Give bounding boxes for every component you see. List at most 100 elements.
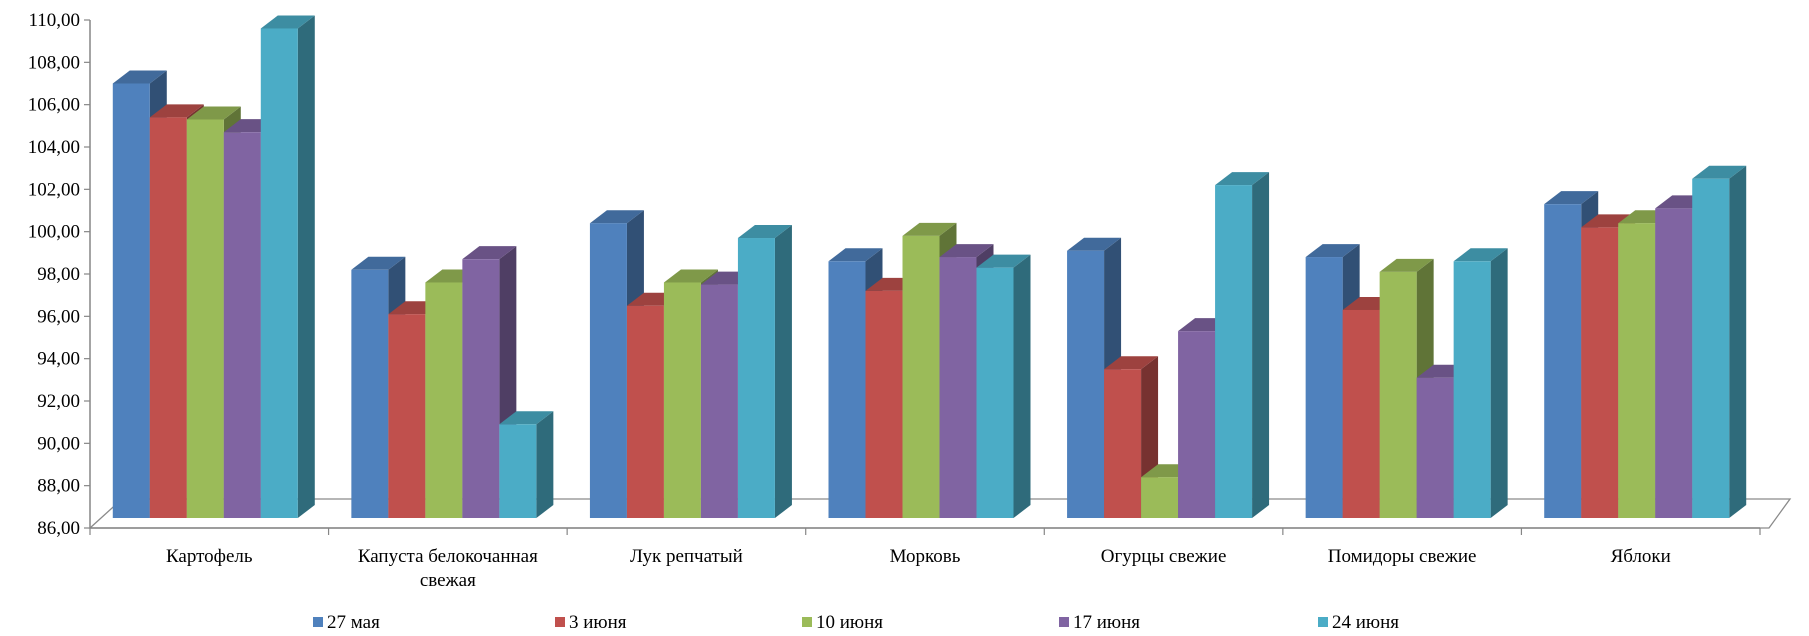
y-tick-label: 104,00	[28, 137, 80, 158]
legend-swatch	[1059, 617, 1069, 627]
bar-front	[939, 257, 977, 518]
x-category-label: Огурцы свежие	[1101, 546, 1227, 567]
bar-top	[663, 269, 718, 283]
y-tick-label: 96,00	[37, 306, 80, 327]
bar-top	[939, 244, 994, 258]
bar-front	[1141, 477, 1179, 518]
bar-side	[1729, 165, 1747, 518]
y-tick-label: 102,00	[28, 179, 80, 200]
bar-top	[828, 248, 883, 262]
bar-front	[626, 305, 664, 518]
x-category-label: Яблоки	[1611, 546, 1671, 567]
bar-side	[1490, 248, 1508, 519]
bar	[1453, 248, 1508, 519]
bar-front	[976, 267, 1014, 518]
bar-front	[865, 290, 903, 518]
bar	[1692, 165, 1747, 518]
bar-front	[1618, 223, 1656, 518]
bar-front	[223, 132, 261, 518]
bar	[737, 225, 792, 518]
bar-front	[1416, 377, 1454, 518]
bar-top	[589, 210, 644, 224]
bar-top	[351, 256, 406, 270]
x-category-label: Помидоры свежие	[1328, 546, 1477, 567]
bar-front	[260, 28, 298, 518]
bar-front	[425, 282, 463, 518]
legend: 27 мая 3 июня 10 июня 17 июня 24 июня	[313, 612, 1399, 633]
bar-top	[737, 225, 792, 239]
bar-front	[1692, 178, 1730, 518]
bar-front	[1581, 227, 1619, 518]
x-category-label: Картофель	[166, 546, 253, 567]
y-tick-label: 94,00	[37, 349, 80, 370]
legend-item: 24 июня	[1318, 612, 1399, 633]
y-tick-label: 86,00	[37, 518, 80, 539]
bar-front	[186, 119, 224, 518]
bar	[976, 254, 1031, 518]
bar-top	[1104, 356, 1159, 370]
bar-front	[700, 284, 738, 518]
bar-top	[1379, 258, 1434, 272]
legend-label: 17 июня	[1073, 612, 1140, 631]
bar-front	[351, 269, 389, 518]
legend-swatch	[1318, 617, 1328, 627]
bar-top	[260, 15, 315, 29]
legend-swatch	[555, 617, 565, 627]
bar-top	[112, 70, 167, 84]
legend-item: 3 июня	[555, 612, 627, 633]
bar-front	[112, 83, 150, 518]
bar-top	[1692, 165, 1747, 179]
bar-top	[1067, 237, 1122, 251]
y-tick-label: 106,00	[28, 95, 80, 116]
y-tick-label: 110,00	[28, 10, 80, 31]
bar-top	[1215, 172, 1270, 186]
bar-front	[388, 314, 426, 518]
bar	[260, 15, 315, 518]
bar-side	[774, 225, 792, 518]
bar-front	[1104, 369, 1142, 518]
labels-layer: Картофель Капуста белокочанная свежая Лук р…	[166, 546, 1671, 591]
bar-front	[1655, 208, 1693, 518]
legend-label: 10 июня	[816, 612, 883, 631]
bar-side	[297, 15, 315, 518]
bar-front	[462, 259, 500, 518]
legend-label: 27 мая	[327, 612, 380, 631]
bar-top	[149, 104, 204, 118]
bar	[1215, 172, 1270, 518]
y-tick-label: 98,00	[37, 264, 80, 285]
bar-front	[589, 223, 627, 518]
legend-item: 17 июня	[1059, 612, 1140, 633]
x-category-label: Лук репчатый	[630, 546, 743, 567]
bar-front	[1379, 271, 1417, 518]
legend-swatch	[313, 617, 323, 627]
bar-front	[1178, 331, 1216, 518]
bar-front	[1342, 309, 1380, 518]
bar-front	[1453, 261, 1491, 518]
bar-front	[737, 238, 775, 518]
bar-front	[1305, 257, 1343, 518]
bar-top	[1453, 248, 1508, 262]
legend-item: 27 мая	[313, 612, 380, 633]
y-tick-label: 108,00	[28, 52, 80, 73]
bar-top	[1305, 244, 1360, 258]
bar-side	[1013, 254, 1031, 518]
y-tick-label: 90,00	[37, 433, 80, 454]
legend-label: 3 июня	[569, 612, 627, 631]
bar-top	[1544, 191, 1599, 205]
bar-front	[1215, 185, 1253, 518]
bar-top	[499, 411, 554, 425]
y-tick-label: 88,00	[37, 476, 80, 497]
x-category-label: свежая	[420, 570, 476, 591]
bar-top	[186, 106, 241, 120]
bar-front	[663, 282, 701, 518]
bar-top	[462, 246, 517, 260]
x-category-label: Морковь	[890, 546, 961, 567]
legend-swatch	[802, 617, 812, 627]
x-category-label: Капуста белокочанная	[358, 546, 538, 567]
bar-front	[1544, 204, 1582, 518]
legend-item: 10 июня	[802, 612, 883, 633]
bar-front	[149, 117, 187, 518]
bar-top	[902, 222, 957, 236]
